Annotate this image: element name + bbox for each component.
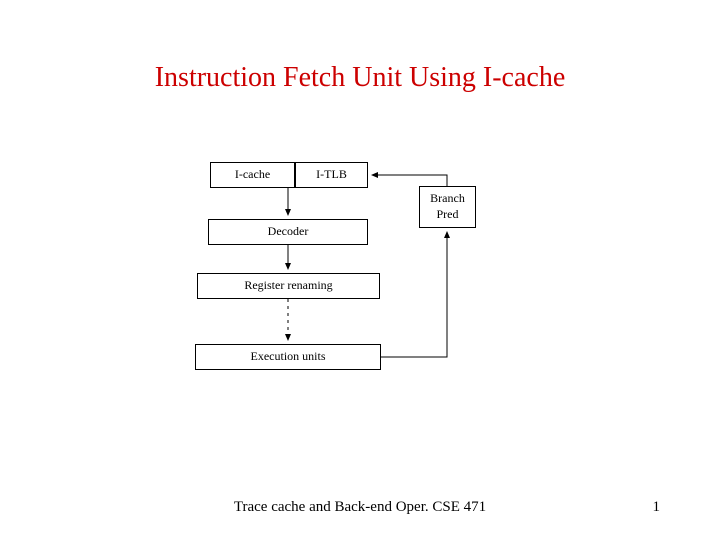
box-bpred: Branch Pred <box>419 186 476 228</box>
arrow-exec-to-bpred <box>381 232 447 357</box>
page-number: 1 <box>653 499 661 516</box>
box-itlb: I-TLB <box>295 162 368 188</box>
diagram-arrows <box>0 0 720 540</box>
footer-text: Trace cache and Back-end Oper. CSE 471 <box>0 499 720 516</box>
arrow-bpred-to-itlb <box>372 175 447 186</box>
box-decoder: Decoder <box>208 219 368 245</box>
box-exec: Execution units <box>195 344 381 370</box>
box-rename: Register renaming <box>197 273 380 299</box>
box-icache: I-cache <box>210 162 295 188</box>
